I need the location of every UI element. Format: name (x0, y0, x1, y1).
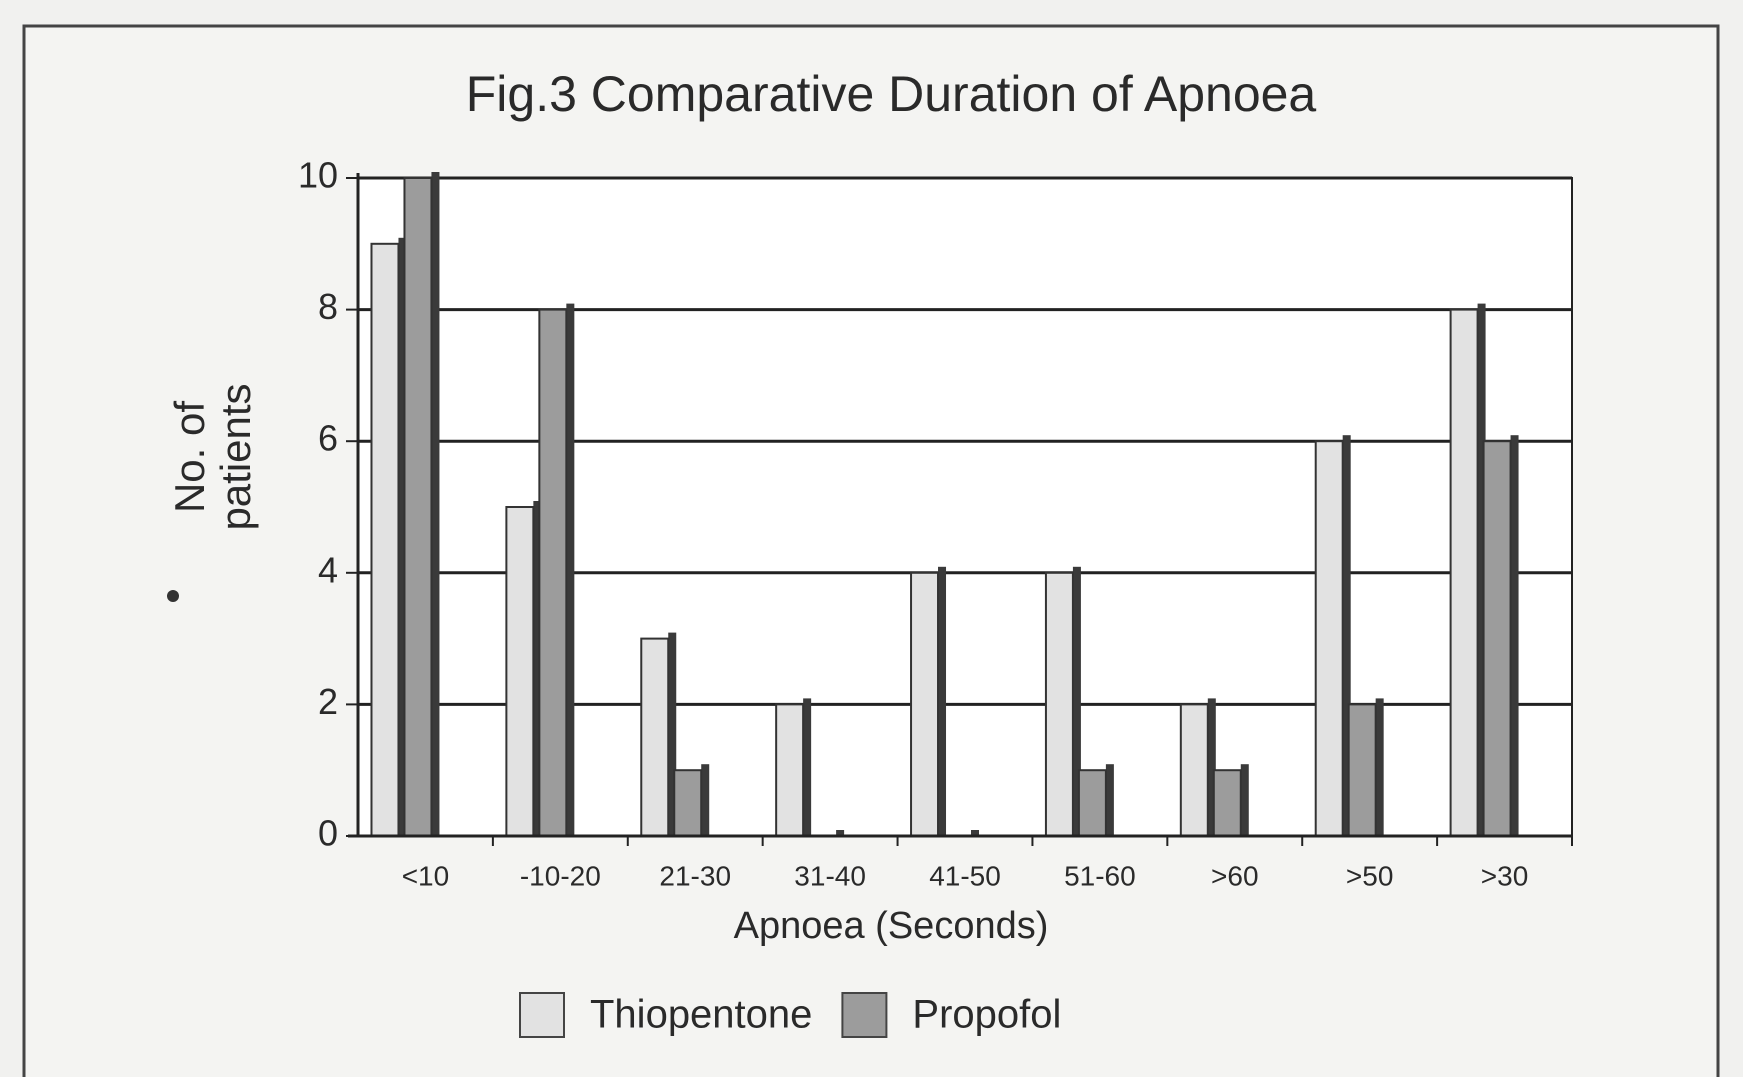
y-tick-label: 8 (318, 286, 338, 327)
legend-swatch (841, 992, 888, 1038)
bar-side (971, 830, 979, 836)
y-tick-label: 0 (318, 813, 338, 854)
bar-side (533, 501, 542, 836)
bar (1077, 769, 1107, 838)
chart-title: Fig.3 Comparative Duration of Apnoea (466, 66, 1317, 122)
y-tick-label: 4 (318, 549, 338, 590)
bar (1482, 440, 1512, 837)
bar (538, 308, 568, 838)
y-axis-label-line: patients (212, 383, 259, 530)
bar-side (1477, 303, 1486, 837)
bar (1179, 703, 1209, 838)
bar (910, 571, 940, 837)
bar (1449, 308, 1479, 838)
bar (1314, 440, 1344, 837)
y-tick-label: 2 (318, 681, 338, 722)
bar (640, 637, 670, 837)
x-tick-label: >60 (1211, 860, 1259, 891)
bar (1044, 571, 1074, 837)
bar (1212, 769, 1242, 838)
bar-side (1342, 435, 1351, 836)
bar-side (398, 237, 407, 837)
bar (775, 703, 805, 838)
bar-side (1375, 698, 1384, 836)
y-tick-label: 6 (318, 418, 338, 459)
y-axis-label-line: No. of (166, 401, 213, 513)
legend-label: Thiopentone (590, 993, 812, 1037)
x-tick-label: -10-20 (520, 860, 601, 891)
bar-side (701, 764, 710, 836)
legend-swatch (519, 992, 565, 1038)
bar (673, 769, 703, 838)
x-tick-label: 21-30 (659, 860, 731, 891)
bar (370, 242, 400, 838)
bar-side (1510, 435, 1519, 836)
bar-side (1105, 764, 1114, 836)
legend-label: Propofol (912, 993, 1061, 1037)
x-tick-label: 41-50 (929, 860, 1001, 891)
x-tick-label: >30 (1481, 860, 1529, 891)
bar-side (1072, 566, 1081, 836)
y-tick-label: 10 (298, 155, 338, 196)
bar-side (803, 698, 812, 836)
x-axis-label: Apnoea (Seconds) (734, 905, 1049, 947)
x-tick-label: <10 (402, 860, 450, 891)
y-axis-label: No. of patients (166, 383, 259, 530)
bar (505, 506, 535, 837)
bullet (167, 590, 179, 602)
bar-side (566, 303, 575, 837)
x-tick-label: 51-60 (1064, 860, 1136, 891)
bar (1347, 703, 1377, 838)
bar (403, 177, 433, 837)
bar-side (431, 172, 440, 836)
x-tick-label: 31-40 (794, 860, 866, 891)
bar-side (938, 566, 947, 836)
bar-side (668, 632, 677, 836)
bar-side (1240, 764, 1249, 836)
bar-side (1207, 698, 1216, 836)
x-tick-label: >50 (1346, 860, 1394, 891)
bar-side (836, 830, 845, 836)
